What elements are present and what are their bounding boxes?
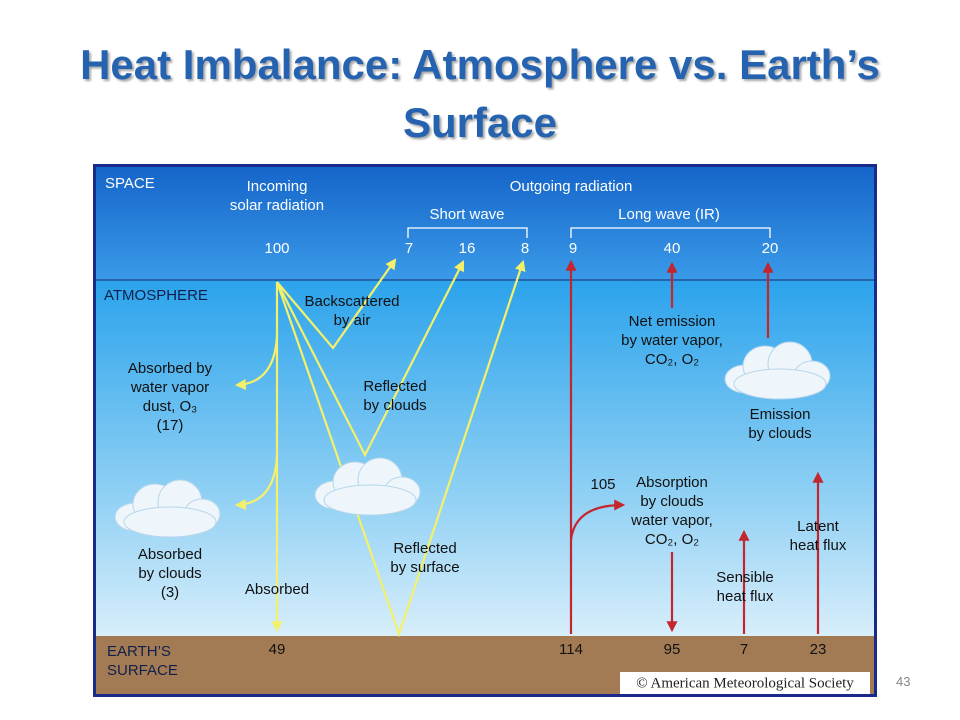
solar-arrows <box>234 258 526 638</box>
arrow <box>276 258 397 350</box>
arrow <box>569 499 626 541</box>
flux-value: 95 <box>664 641 681 658</box>
arrow <box>234 454 279 511</box>
arrow <box>276 260 464 458</box>
annotation: by clouds <box>748 425 811 442</box>
zone-label: ATMOSPHERE <box>104 287 208 304</box>
heading: Short wave <box>429 206 504 223</box>
flux-value: 7 <box>740 641 748 658</box>
flux-value: 16 <box>459 240 476 257</box>
annotation: CO₂, O₂ <box>645 351 699 368</box>
annotation: heat flux <box>717 588 774 605</box>
flux-value: 49 <box>269 641 286 658</box>
annotation: Reflected <box>363 378 426 395</box>
annotation: Absorption <box>636 474 708 491</box>
arrow <box>275 259 526 638</box>
heading: solar radiation <box>230 197 324 214</box>
flux-value: 23 <box>810 641 827 658</box>
flux-value: 7 <box>405 240 413 257</box>
annotation: Reflected <box>393 540 456 557</box>
flux-value: 105 <box>590 476 615 493</box>
ir-arrows <box>565 259 824 634</box>
annotation: (3) <box>161 584 179 601</box>
heading: Incoming <box>247 178 308 195</box>
annotation: Backscattered <box>304 293 399 310</box>
zone-label: SPACE <box>105 175 155 192</box>
annotation: Absorbed <box>245 581 309 598</box>
labels: SPACE ATMOSPHERE EARTH’S SURFACE Incoming sol… <box>104 175 854 691</box>
copyright: © American Meteorological Society <box>636 675 854 691</box>
annotation: by clouds <box>363 397 426 414</box>
annotation: (17) <box>157 417 184 434</box>
annotation: dust, O₃ <box>143 398 197 415</box>
cloud <box>724 341 831 400</box>
annotation: by water vapor, <box>621 332 723 349</box>
bracket <box>407 227 771 238</box>
flux-value: 40 <box>664 240 681 257</box>
arrow <box>234 334 279 391</box>
slide-number: 43 <box>896 674 911 689</box>
cloud-puff <box>323 484 417 516</box>
annotation: by surface <box>390 559 459 576</box>
annotation: water vapor, <box>630 512 713 529</box>
heading: Outgoing radiation <box>510 178 633 195</box>
cloud-puff <box>733 368 827 400</box>
space-zone <box>96 167 874 280</box>
annotation: by clouds <box>138 565 201 582</box>
cloud <box>314 457 421 516</box>
annotation: water vapor <box>130 379 209 396</box>
annotation: Absorbed <box>138 546 202 563</box>
flux-value: 9 <box>569 240 577 257</box>
heading: Long wave (IR) <box>618 206 720 223</box>
annotation: Net emission <box>629 313 716 330</box>
zone-label: EARTH’S <box>107 643 171 660</box>
annotation: by clouds <box>640 493 703 510</box>
annotation: Latent <box>797 518 840 535</box>
flux-value: 114 <box>559 641 583 658</box>
annotation: Absorbed by <box>128 360 213 377</box>
annotation: Sensible <box>716 569 774 586</box>
slide-title: Heat Imbalance: Atmosphere vs. Earth’s S… <box>80 41 880 146</box>
zone-label: SURFACE <box>107 662 178 679</box>
cloud-puff <box>123 506 217 538</box>
annotation: CO₂, O₂ <box>645 531 699 548</box>
flux-value: 20 <box>762 240 779 257</box>
flux-value: 8 <box>521 240 529 257</box>
flux-value: 100 <box>264 240 289 257</box>
annotation: heat flux <box>790 537 847 554</box>
clouds <box>114 341 831 538</box>
cloud <box>114 479 221 538</box>
annotation: Emission <box>750 406 811 423</box>
copyright-box <box>620 672 870 694</box>
annotation: by air <box>334 312 371 329</box>
